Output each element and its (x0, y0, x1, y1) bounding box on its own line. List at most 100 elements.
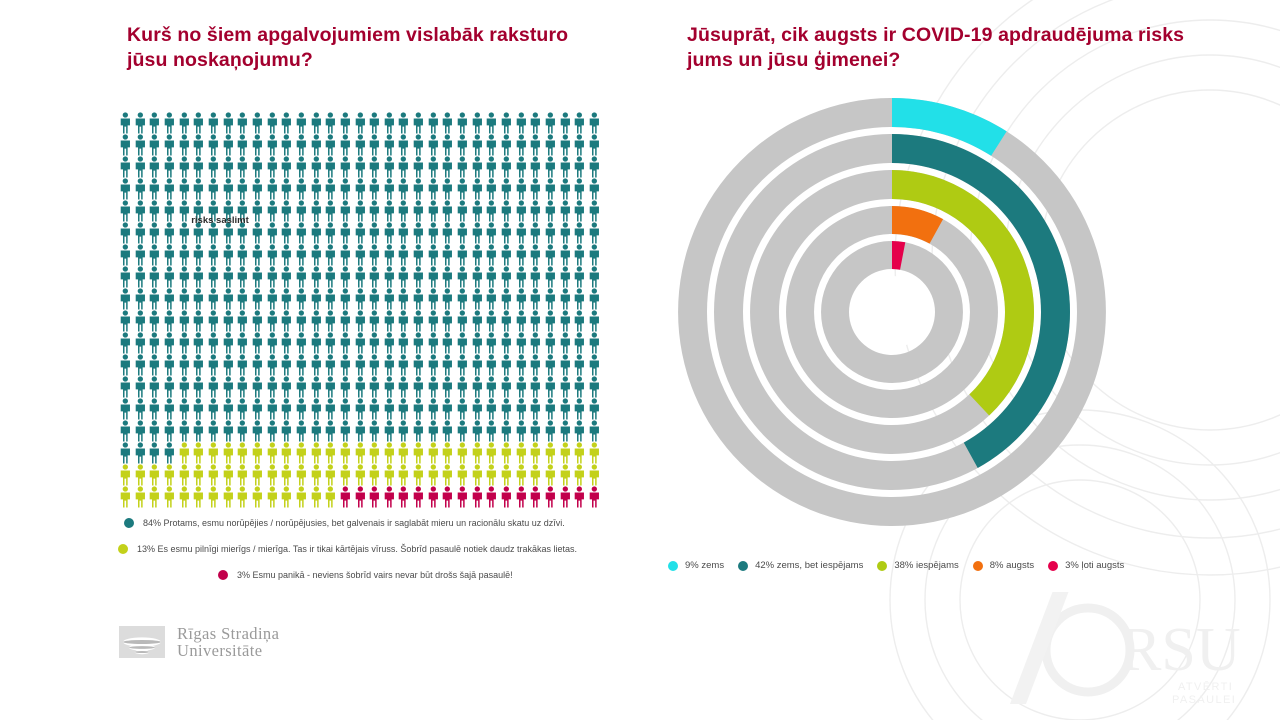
person-icon (296, 442, 306, 464)
person-icon (428, 486, 438, 508)
person-icon (355, 420, 365, 442)
person-icon (501, 464, 512, 486)
person-icon (267, 354, 277, 376)
person-icon (560, 310, 570, 332)
person-icon (223, 288, 233, 310)
person-icon (369, 288, 380, 310)
person-icon (237, 398, 248, 420)
person-icon (472, 376, 482, 398)
person-icon (193, 354, 204, 376)
person-icon (487, 442, 497, 464)
person-icon (267, 464, 277, 486)
left-chart-title: Kurš no šiem apgalvojumiem vislabāk raks… (127, 24, 569, 71)
person-icon (325, 134, 336, 156)
person-icon (311, 178, 321, 200)
person-icon (311, 244, 321, 266)
person-icon (589, 376, 599, 398)
person-icon (399, 398, 409, 420)
person-icon (340, 244, 350, 266)
pictogram-row (118, 112, 602, 134)
person-icon (252, 354, 262, 376)
person-icon (428, 112, 438, 134)
person-icon (384, 332, 394, 354)
person-icon (545, 310, 555, 332)
person-icon (457, 376, 468, 398)
person-icon (575, 112, 585, 134)
radial-bar-chart (678, 98, 1106, 526)
person-icon (369, 266, 380, 288)
person-icon (443, 288, 453, 310)
person-icon (340, 200, 350, 222)
person-icon (135, 376, 145, 398)
person-icon (575, 376, 585, 398)
person-icon (193, 266, 204, 288)
person-icon (340, 354, 350, 376)
person-icon (413, 156, 424, 178)
person-icon (193, 222, 204, 244)
person-icon (369, 376, 380, 398)
person-icon (413, 376, 424, 398)
person-icon (281, 134, 292, 156)
person-icon (355, 266, 365, 288)
person-icon (399, 310, 409, 332)
person-icon (428, 332, 438, 354)
person-icon (164, 376, 174, 398)
person-icon (355, 354, 365, 376)
person-icon (267, 288, 277, 310)
person-icon (384, 354, 394, 376)
person-icon (223, 200, 233, 222)
person-icon (457, 310, 468, 332)
person-icon (516, 398, 526, 420)
person-icon (150, 420, 160, 442)
person-icon (472, 288, 482, 310)
person-icon (120, 376, 130, 398)
person-icon (545, 288, 555, 310)
person-icon (501, 156, 512, 178)
person-icon (545, 464, 555, 486)
person-icon (355, 398, 365, 420)
person-icon (267, 420, 277, 442)
person-icon (399, 288, 409, 310)
person-icon (193, 134, 204, 156)
person-icon (120, 134, 130, 156)
person-icon (575, 464, 585, 486)
person-icon (487, 332, 497, 354)
person-icon (237, 112, 248, 134)
person-icon (252, 200, 262, 222)
legend-color-swatch (877, 560, 888, 571)
radial-chart-legend: 9% zems 42% zems, bet iespējams 38% iespēj… (668, 560, 1208, 571)
person-icon (237, 266, 248, 288)
person-icon (516, 310, 526, 332)
person-icon (296, 420, 306, 442)
person-icon (384, 266, 394, 288)
person-icon (413, 134, 424, 156)
person-icon (223, 464, 233, 486)
left-panel: Kurš no šiem apgalvojumiem vislabāk raks… (118, 24, 602, 660)
person-icon (355, 464, 365, 486)
person-icon (281, 200, 292, 222)
person-icon (413, 310, 424, 332)
person-icon (135, 134, 145, 156)
person-icon (428, 442, 438, 464)
person-icon (120, 398, 130, 420)
person-icon (120, 156, 130, 178)
person-icon (311, 464, 321, 486)
person-icon (164, 134, 174, 156)
person-icon (472, 420, 482, 442)
person-icon (252, 376, 262, 398)
person-icon (296, 200, 306, 222)
rsu-logo-text: Rīgas Stradiņa Universitāte (177, 625, 279, 660)
person-icon (575, 354, 585, 376)
person-icon (413, 486, 424, 508)
person-icon (237, 222, 248, 244)
person-icon (472, 134, 482, 156)
person-icon (179, 288, 189, 310)
person-icon (443, 398, 453, 420)
person-icon (516, 222, 526, 244)
person-icon (428, 398, 438, 420)
person-icon (325, 178, 336, 200)
person-icon (428, 266, 438, 288)
person-icon (516, 266, 526, 288)
person-icon (443, 244, 453, 266)
person-icon (443, 134, 453, 156)
